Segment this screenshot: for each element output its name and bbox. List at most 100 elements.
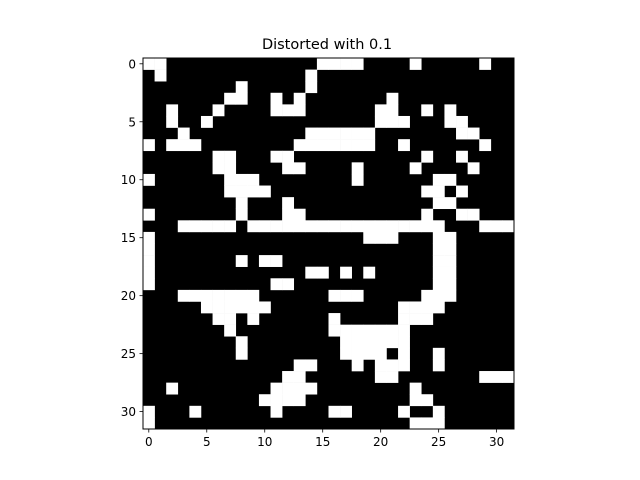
heatmap-cell (409, 313, 422, 325)
heatmap-cell (479, 371, 492, 383)
heatmap-cell (282, 197, 295, 210)
heatmap-cell (235, 197, 248, 210)
axes-frame (142, 57, 515, 430)
heatmap-cell (490, 220, 503, 233)
heatmap-cell (351, 347, 364, 360)
heatmap-cell (270, 92, 283, 105)
heatmap-cell (235, 185, 248, 198)
heatmap-cell (282, 220, 295, 233)
heatmap-cell (444, 231, 457, 244)
heatmap-cell (328, 289, 341, 302)
heatmap-cell (293, 104, 306, 117)
heatmap-cell (212, 313, 225, 325)
heatmap-cell (363, 336, 376, 349)
heatmap-cell (444, 255, 457, 267)
heatmap-cell (224, 162, 237, 175)
heatmap-cell (282, 371, 295, 383)
heatmap-cell (154, 58, 167, 70)
heatmap-cell (316, 139, 329, 152)
heatmap-cells (143, 58, 515, 430)
heatmap-cell (386, 324, 399, 337)
heatmap-cell (224, 173, 237, 186)
heatmap-cell (282, 382, 295, 395)
heatmap-cell (398, 220, 410, 233)
heatmap-background (143, 58, 514, 429)
heatmap-cell (293, 220, 306, 233)
heatmap-cell (293, 139, 306, 152)
heatmap-cell (235, 81, 248, 94)
heatmap-cell (305, 220, 318, 233)
heatmap-cell (143, 417, 155, 430)
heatmap-cell (351, 324, 364, 337)
y-tick-label: 20 (121, 289, 136, 303)
x-tick-label: 5 (203, 435, 211, 449)
heatmap-cell (282, 104, 295, 117)
heatmap-cell (166, 139, 179, 152)
heatmap-cell (316, 127, 329, 140)
heatmap-cell (421, 150, 434, 163)
heatmap-cell (386, 104, 399, 117)
heatmap-cell (316, 220, 329, 233)
heatmap-cell (328, 127, 341, 140)
heatmap-cell (270, 104, 283, 117)
heatmap-cell (374, 347, 387, 360)
heatmap-cell (305, 69, 318, 82)
heatmap-cell (432, 359, 445, 372)
heatmap-cell (305, 266, 318, 279)
heatmap-cell (224, 220, 237, 233)
heatmap-cell (432, 173, 445, 186)
y-tick-label: 30 (121, 405, 136, 419)
heatmap-cell (432, 278, 445, 291)
heatmap-cell (421, 313, 434, 325)
heatmap-cell (398, 301, 410, 314)
heatmap-cell (386, 115, 399, 128)
heatmap-cell (444, 104, 457, 117)
x-tick-label: 25 (431, 435, 446, 449)
heatmap-cell (247, 173, 260, 186)
heatmap-cell (270, 150, 283, 163)
heatmap-cell (398, 336, 410, 349)
heatmap-cell (340, 266, 352, 279)
heatmap-cell (456, 115, 468, 128)
heatmap-cell (351, 139, 364, 152)
heatmap-cell (258, 185, 271, 198)
heatmap-cell (235, 173, 248, 186)
heatmap-cell (293, 208, 306, 221)
heatmap-cell (374, 104, 387, 117)
heatmap-cell (398, 405, 410, 418)
heatmap-cell (340, 139, 352, 152)
heatmap-cell (432, 347, 445, 360)
x-axis: 0 5 10 15 20 25 30 (145, 429, 504, 449)
heatmap-cell (432, 243, 445, 256)
heatmap-cell (293, 382, 306, 395)
heatmap-cell (386, 220, 399, 233)
heatmap-cell (224, 313, 237, 325)
heatmap-cell (212, 289, 225, 302)
heatmap-cell (293, 371, 306, 383)
heatmap-cell (340, 127, 352, 140)
heatmap-cell (270, 394, 283, 407)
heatmap-cell (467, 162, 480, 175)
heatmap-cell (421, 208, 434, 221)
heatmap-cell (282, 150, 295, 163)
heatmap-cell (444, 197, 457, 210)
heatmap-cell (224, 185, 237, 198)
heatmap-cell (409, 394, 422, 407)
heatmap-cell (386, 359, 399, 372)
heatmap-cell (386, 231, 399, 244)
heatmap-cell (143, 243, 155, 256)
heatmap-cell (282, 162, 295, 175)
heatmap-cell (432, 289, 445, 302)
heatmap-cell (293, 394, 306, 407)
y-tick-label: 10 (121, 173, 136, 187)
x-tick-label: 0 (145, 435, 153, 449)
heatmap-cell (467, 127, 480, 140)
heatmap-cell (282, 394, 295, 407)
heatmap-cell (398, 313, 410, 325)
heatmap-cell (235, 336, 248, 349)
heatmap-cell (374, 115, 387, 128)
chart-title: Distorted with 0.1 (262, 37, 392, 53)
heatmap-cell (247, 185, 260, 198)
heatmap-cell (398, 324, 410, 337)
heatmap-cell (212, 150, 225, 163)
